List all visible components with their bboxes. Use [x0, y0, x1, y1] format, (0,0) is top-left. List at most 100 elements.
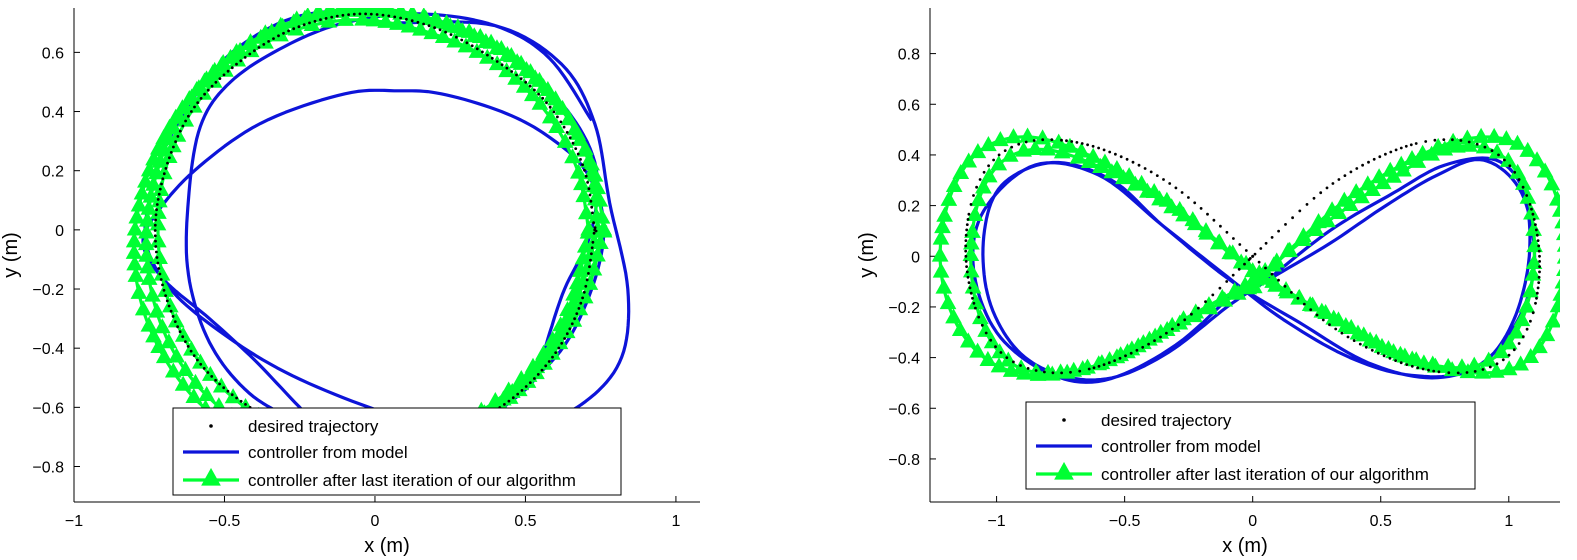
trajectory-dot — [161, 177, 165, 181]
triangle-marker — [1012, 359, 1030, 375]
triangle-marker — [932, 229, 950, 245]
triangle-marker — [564, 148, 581, 164]
legend-swatch-controller-after-iteration — [183, 467, 239, 486]
trajectory-dot — [387, 14, 391, 18]
trajectory-dot — [1119, 155, 1123, 159]
trajectory-dot — [1517, 178, 1521, 181]
trajectory-dot — [154, 213, 158, 217]
trajectory-dot — [1264, 266, 1267, 270]
triangle-marker — [1461, 136, 1478, 152]
trajectory-dot — [324, 17, 328, 20]
triangle-marker — [429, 13, 447, 29]
triangle-marker — [526, 69, 544, 85]
trajectory-dot — [1349, 170, 1353, 174]
trajectory-dot — [1291, 216, 1294, 220]
triangle-marker — [365, 11, 383, 27]
trajectory-dot — [203, 92, 207, 96]
triangle-marker — [127, 266, 145, 282]
triangle-marker — [962, 246, 980, 262]
x-tick-label: 1 — [1504, 513, 1513, 530]
trajectory-dot — [1508, 164, 1512, 168]
trajectory-dot — [1475, 142, 1479, 146]
triangle-marker — [576, 288, 594, 304]
trajectory-dot — [1212, 218, 1216, 222]
triangle-marker — [137, 172, 154, 188]
trajectory-dot — [1451, 138, 1454, 142]
trajectory-dot — [964, 249, 968, 253]
triangle-marker — [1053, 143, 1071, 159]
trajectory-dot — [422, 22, 425, 26]
trajectory-dot — [1290, 291, 1293, 294]
trajectory-dot — [1065, 139, 1068, 143]
trajectory-dot — [308, 21, 311, 25]
triangle-marker — [550, 96, 567, 112]
trajectory-dot — [560, 341, 564, 345]
trajectory-dot — [994, 345, 997, 349]
triangle-marker — [168, 347, 185, 363]
triangle-marker — [140, 161, 158, 177]
triangle-marker — [185, 387, 203, 403]
trajectory-dot — [282, 31, 285, 35]
trajectory-dot — [218, 77, 222, 80]
trajectory-dot — [1183, 318, 1187, 322]
triangle-marker — [1523, 204, 1540, 220]
trajectory-dot — [570, 322, 574, 326]
x-tick-label: 0 — [371, 513, 380, 530]
trajectory-dot — [1521, 185, 1525, 189]
trajectory-dot — [1162, 178, 1165, 181]
triangle-marker — [1453, 358, 1471, 374]
triangle-marker — [1052, 363, 1069, 379]
triangle-marker — [1556, 245, 1560, 252]
triangle-marker — [1514, 174, 1532, 190]
trajectory-dot — [1378, 155, 1382, 159]
triangle-marker — [1528, 151, 1546, 167]
trajectory-dot — [540, 368, 544, 372]
trajectory-dot — [1124, 354, 1127, 358]
trajectory-dot — [1193, 201, 1197, 205]
trajectory-dot — [165, 299, 169, 303]
trajectory-dot — [157, 192, 161, 196]
trajectory-dot — [181, 124, 185, 128]
trajectory-dot — [347, 13, 350, 16]
trajectory-dot — [1238, 243, 1242, 246]
trajectory-dot — [490, 56, 494, 60]
trajectory-dot — [1382, 354, 1386, 358]
trajectory-dot — [585, 278, 589, 282]
trajectory-dot — [1231, 273, 1235, 277]
triangle-marker — [1395, 161, 1412, 177]
trajectory-dot — [393, 15, 397, 19]
triangle-marker — [1549, 297, 1560, 313]
trajectory-dot — [548, 105, 552, 109]
triangle-marker — [500, 381, 518, 397]
triangle-marker — [1556, 268, 1560, 276]
trajectory-dot — [1538, 270, 1541, 274]
trajectory-dot — [545, 101, 548, 105]
trajectory-dot — [1091, 144, 1095, 148]
trajectory-dot — [541, 96, 545, 100]
trajectory-dot — [155, 250, 158, 254]
trajectory-dot — [155, 203, 159, 206]
trajectory-dot — [168, 156, 171, 160]
triangle-marker — [960, 152, 978, 168]
trajectory-dot — [222, 386, 226, 390]
trajectory-dot — [364, 12, 367, 16]
trajectory-dot — [551, 355, 554, 359]
trajectory-dot — [1456, 371, 1460, 375]
trajectory-dot — [1237, 267, 1241, 271]
triangle-marker — [531, 94, 549, 110]
triangle-markers — [125, 8, 613, 470]
trajectory-dot — [358, 12, 362, 16]
trajectory-dot — [1536, 286, 1540, 290]
triangle-marker — [1092, 157, 1109, 173]
trajectory-dot — [1404, 144, 1408, 148]
triangle-marker — [174, 375, 192, 391]
trajectory-dot — [964, 254, 968, 258]
trajectory-dot — [968, 286, 972, 290]
trajectory-dot — [181, 335, 185, 339]
trajectory-dot — [1537, 281, 1541, 284]
trajectory-dot — [1497, 153, 1500, 157]
triangle-marker — [130, 283, 148, 299]
trajectory-dot — [554, 351, 558, 354]
triangle-marker — [1409, 152, 1427, 168]
trajectory-dot — [184, 119, 188, 123]
